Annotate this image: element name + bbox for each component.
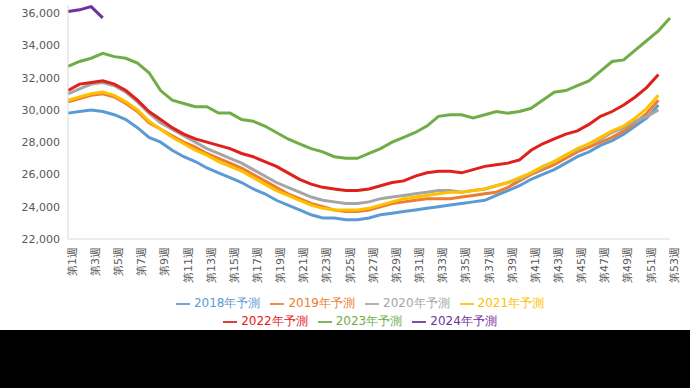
svg-text:第33週: 第33週 (436, 247, 449, 283)
svg-text:第15週: 第15週 (228, 247, 241, 283)
html-text:2022年予測: 2022年予測 (241, 314, 308, 328)
svg-text:第53週: 第53週 (668, 247, 681, 283)
svg-text:第9週: 第9週 (158, 247, 171, 276)
html-text:2024年予測: 2024年予測 (430, 314, 497, 328)
svg-text:第23週: 第23週 (321, 247, 334, 283)
svg-text:第45週: 第45週 (575, 247, 588, 283)
svg-text:26,000: 26,000 (22, 168, 61, 181)
svg-text:第17週: 第17週 (251, 247, 264, 283)
svg-text:22,000: 22,000 (22, 233, 61, 246)
svg-text:第19週: 第19週 (274, 247, 287, 283)
svg-text:第25週: 第25週 (344, 247, 357, 283)
svg-text:第29週: 第29週 (390, 247, 403, 283)
html-text:2020年予測: 2020年予測 (383, 296, 450, 310)
svg-text:第13週: 第13週 (205, 247, 218, 283)
svg-text:第31週: 第31週 (413, 247, 426, 283)
svg-text:第11週: 第11週 (182, 247, 195, 283)
svg-text:第49週: 第49週 (622, 247, 635, 283)
svg-text:第41週: 第41週 (529, 247, 542, 283)
svg-text:32,000: 32,000 (22, 72, 61, 85)
svg-text:34,000: 34,000 (22, 39, 61, 52)
html-text:2023年予測: 2023年予測 (335, 314, 403, 328)
svg-text:第1週: 第1週 (66, 247, 79, 276)
svg-text:第7週: 第7週 (135, 247, 148, 276)
svg-text:第21週: 第21週 (297, 247, 310, 283)
svg-text:30,000: 30,000 (22, 104, 61, 117)
html-text:2018年予測: 2018年予測 (193, 296, 261, 310)
svg-text:第3週: 第3週 (89, 247, 102, 276)
svg-text:第39週: 第39週 (506, 247, 519, 283)
svg-text:第27週: 第27週 (367, 247, 380, 283)
svg-text:36,000: 36,000 (22, 7, 61, 20)
html-text:2019年予測: 2019年予測 (288, 296, 355, 310)
svg-text:第51週: 第51週 (645, 247, 658, 283)
svg-text:第35週: 第35週 (459, 247, 472, 283)
svg-text:28,000: 28,000 (22, 136, 61, 149)
svg-text:第37週: 第37週 (483, 247, 496, 283)
svg-text:第5週: 第5週 (112, 247, 125, 276)
html-text:2021年予測: 2021年予測 (477, 296, 545, 310)
svg-text:24,000: 24,000 (22, 201, 61, 214)
svg-text:第47週: 第47週 (598, 247, 611, 283)
svg-text:第43週: 第43週 (552, 247, 565, 283)
